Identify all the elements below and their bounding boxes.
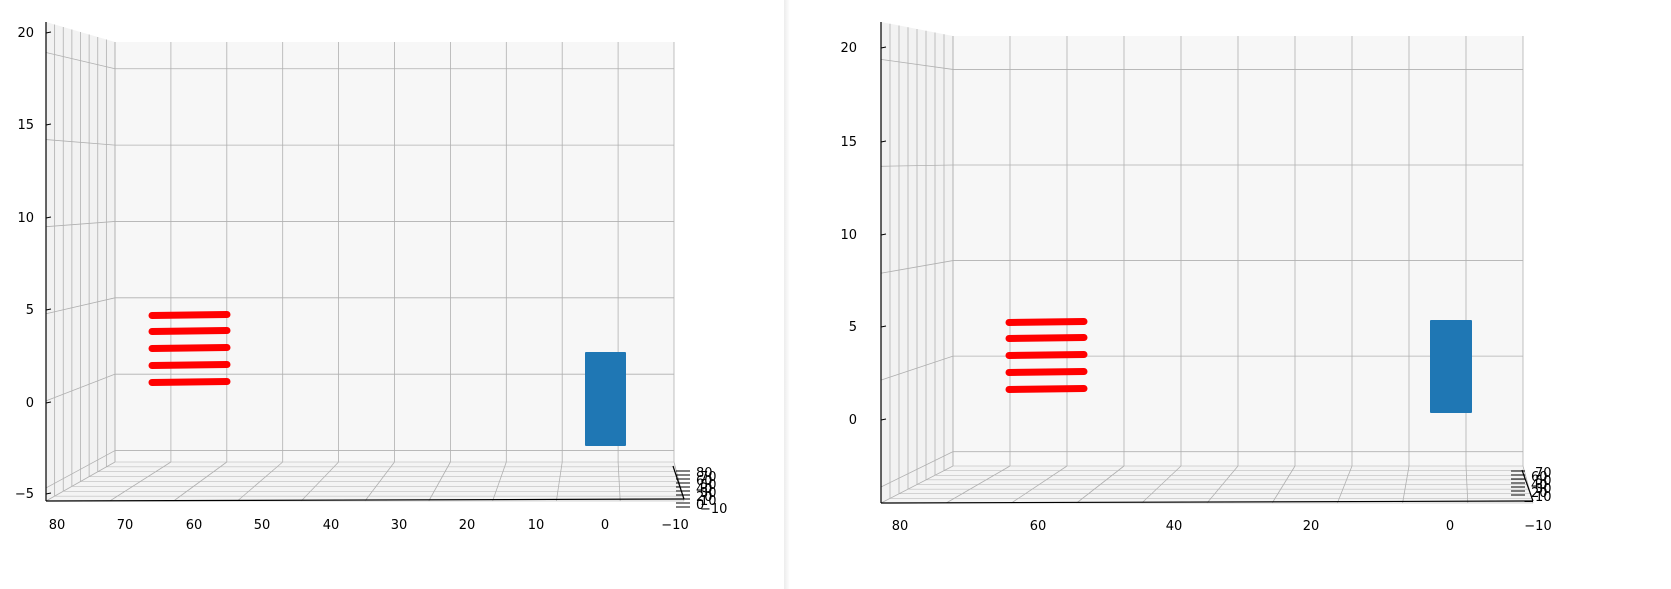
panel-divider [784,0,790,589]
y-tick-label: 20 [1531,486,1548,501]
red-stroke [1005,385,1088,393]
z-tick-mark [45,308,52,311]
z-tick-mark [880,46,887,49]
right-3d-plot: 0 5 10 15 20 80 60 40 20 0 −10 10 20 30 40 50 60 70 [790,0,1671,589]
z-tick-label: 0 [26,396,34,411]
z-tick-label: 20 [840,41,857,56]
x-tick-label: 10 [528,518,545,533]
red-stroke [148,344,231,352]
x-tick-label: −10 [1524,519,1551,534]
blue-box [585,352,626,446]
red-stroke [1005,368,1088,376]
z-tick-mark [880,140,887,143]
z-tick-mark [45,216,52,219]
z-tick-label: 0 [849,413,857,428]
z-tick-label: 15 [17,118,34,133]
x-tick-label: −10 [661,518,688,533]
x-tick-label: 30 [391,518,408,533]
y-tick-label: 40 [696,482,713,497]
x-tick-label: 0 [601,518,609,533]
y-tick-label: 70 [700,470,717,485]
red-stroke [148,327,231,335]
z-tick-mark [45,492,52,495]
y-tick-label: −10 [700,502,727,517]
z-tick-label: 5 [26,303,34,318]
y-tick-label: 50 [700,478,717,493]
y-tick-label: 60 [1531,470,1548,485]
z-tick-mark [880,325,887,328]
x-tick-label: 60 [1030,519,1047,534]
y-tick-label: 30 [700,486,717,501]
y-tick-label: 30 [1535,482,1552,497]
x-axis-line [45,498,685,502]
x-axis-line [880,500,1534,504]
red-stroke [1005,351,1088,359]
z-tick-mark [45,31,52,34]
z-tick-label: −5 [15,487,34,502]
red-stroke [148,361,231,369]
z-tick-mark [45,401,52,404]
z-tick-label: 5 [849,320,857,335]
red-stroke [1005,334,1088,342]
y-tick-label: 10 [700,494,717,509]
left-3d-plot: −5 0 5 10 15 20 80 70 60 50 40 30 20 10 0 −10 −10 0 10 20 30… [0,0,786,589]
z-tick-label: 10 [17,211,34,226]
y-tick-label: 40 [1531,478,1548,493]
x-tick-label: 60 [186,518,203,533]
y-tick-label: 0 [696,498,704,513]
z-tick-label: 10 [840,228,857,243]
y-tick-label: 60 [696,474,713,489]
x-tick-label: 80 [49,518,66,533]
x-tick-label: 50 [254,518,271,533]
y-tick-label: 80 [696,466,713,481]
z-tick-mark [45,123,52,126]
x-tick-label: 20 [1303,519,1320,534]
blue-box [1430,320,1472,413]
y-tick-label: 70 [1535,466,1552,481]
z-tick-label: 20 [17,26,34,41]
red-stroke [148,378,231,386]
y-tick-label: 20 [696,490,713,505]
x-tick-label: 40 [1166,519,1183,534]
z-tick-mark [880,233,887,236]
x-tick-label: 40 [323,518,340,533]
x-tick-label: 20 [459,518,476,533]
x-tick-label: 80 [892,519,909,534]
red-stroke [1005,318,1088,326]
z-tick-label: 15 [840,135,857,150]
x-tick-label: 0 [1446,519,1454,534]
y-tick-label: 10 [1535,490,1552,505]
y-tick-label: 50 [1535,474,1552,489]
x-tick-label: 70 [117,518,134,533]
z-tick-mark [880,418,887,421]
red-stroke [148,311,231,319]
